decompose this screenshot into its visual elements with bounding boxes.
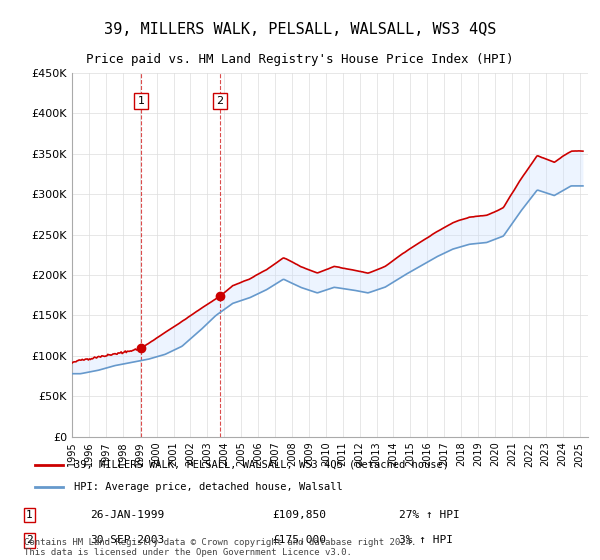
Text: 1: 1 [26,510,33,520]
Text: £109,850: £109,850 [272,510,326,520]
Text: 39, MILLERS WALK, PELSALL, WALSALL, WS3 4QS (detached house): 39, MILLERS WALK, PELSALL, WALSALL, WS3 … [74,460,449,470]
Text: 26-JAN-1999: 26-JAN-1999 [90,510,164,520]
Text: 3% ↑ HPI: 3% ↑ HPI [400,535,454,545]
Text: HPI: Average price, detached house, Walsall: HPI: Average price, detached house, Wals… [74,482,343,492]
Text: 39, MILLERS WALK, PELSALL, WALSALL, WS3 4QS: 39, MILLERS WALK, PELSALL, WALSALL, WS3 … [104,22,496,38]
Text: 30-SEP-2003: 30-SEP-2003 [90,535,164,545]
Text: 1: 1 [137,96,145,106]
Text: 2: 2 [26,535,33,545]
Text: Price paid vs. HM Land Registry's House Price Index (HPI): Price paid vs. HM Land Registry's House … [86,53,514,66]
Text: 27% ↑ HPI: 27% ↑ HPI [400,510,460,520]
Text: Contains HM Land Registry data © Crown copyright and database right 2024.
This d: Contains HM Land Registry data © Crown c… [24,538,416,557]
Text: 2: 2 [217,96,224,106]
Text: £175,000: £175,000 [272,535,326,545]
